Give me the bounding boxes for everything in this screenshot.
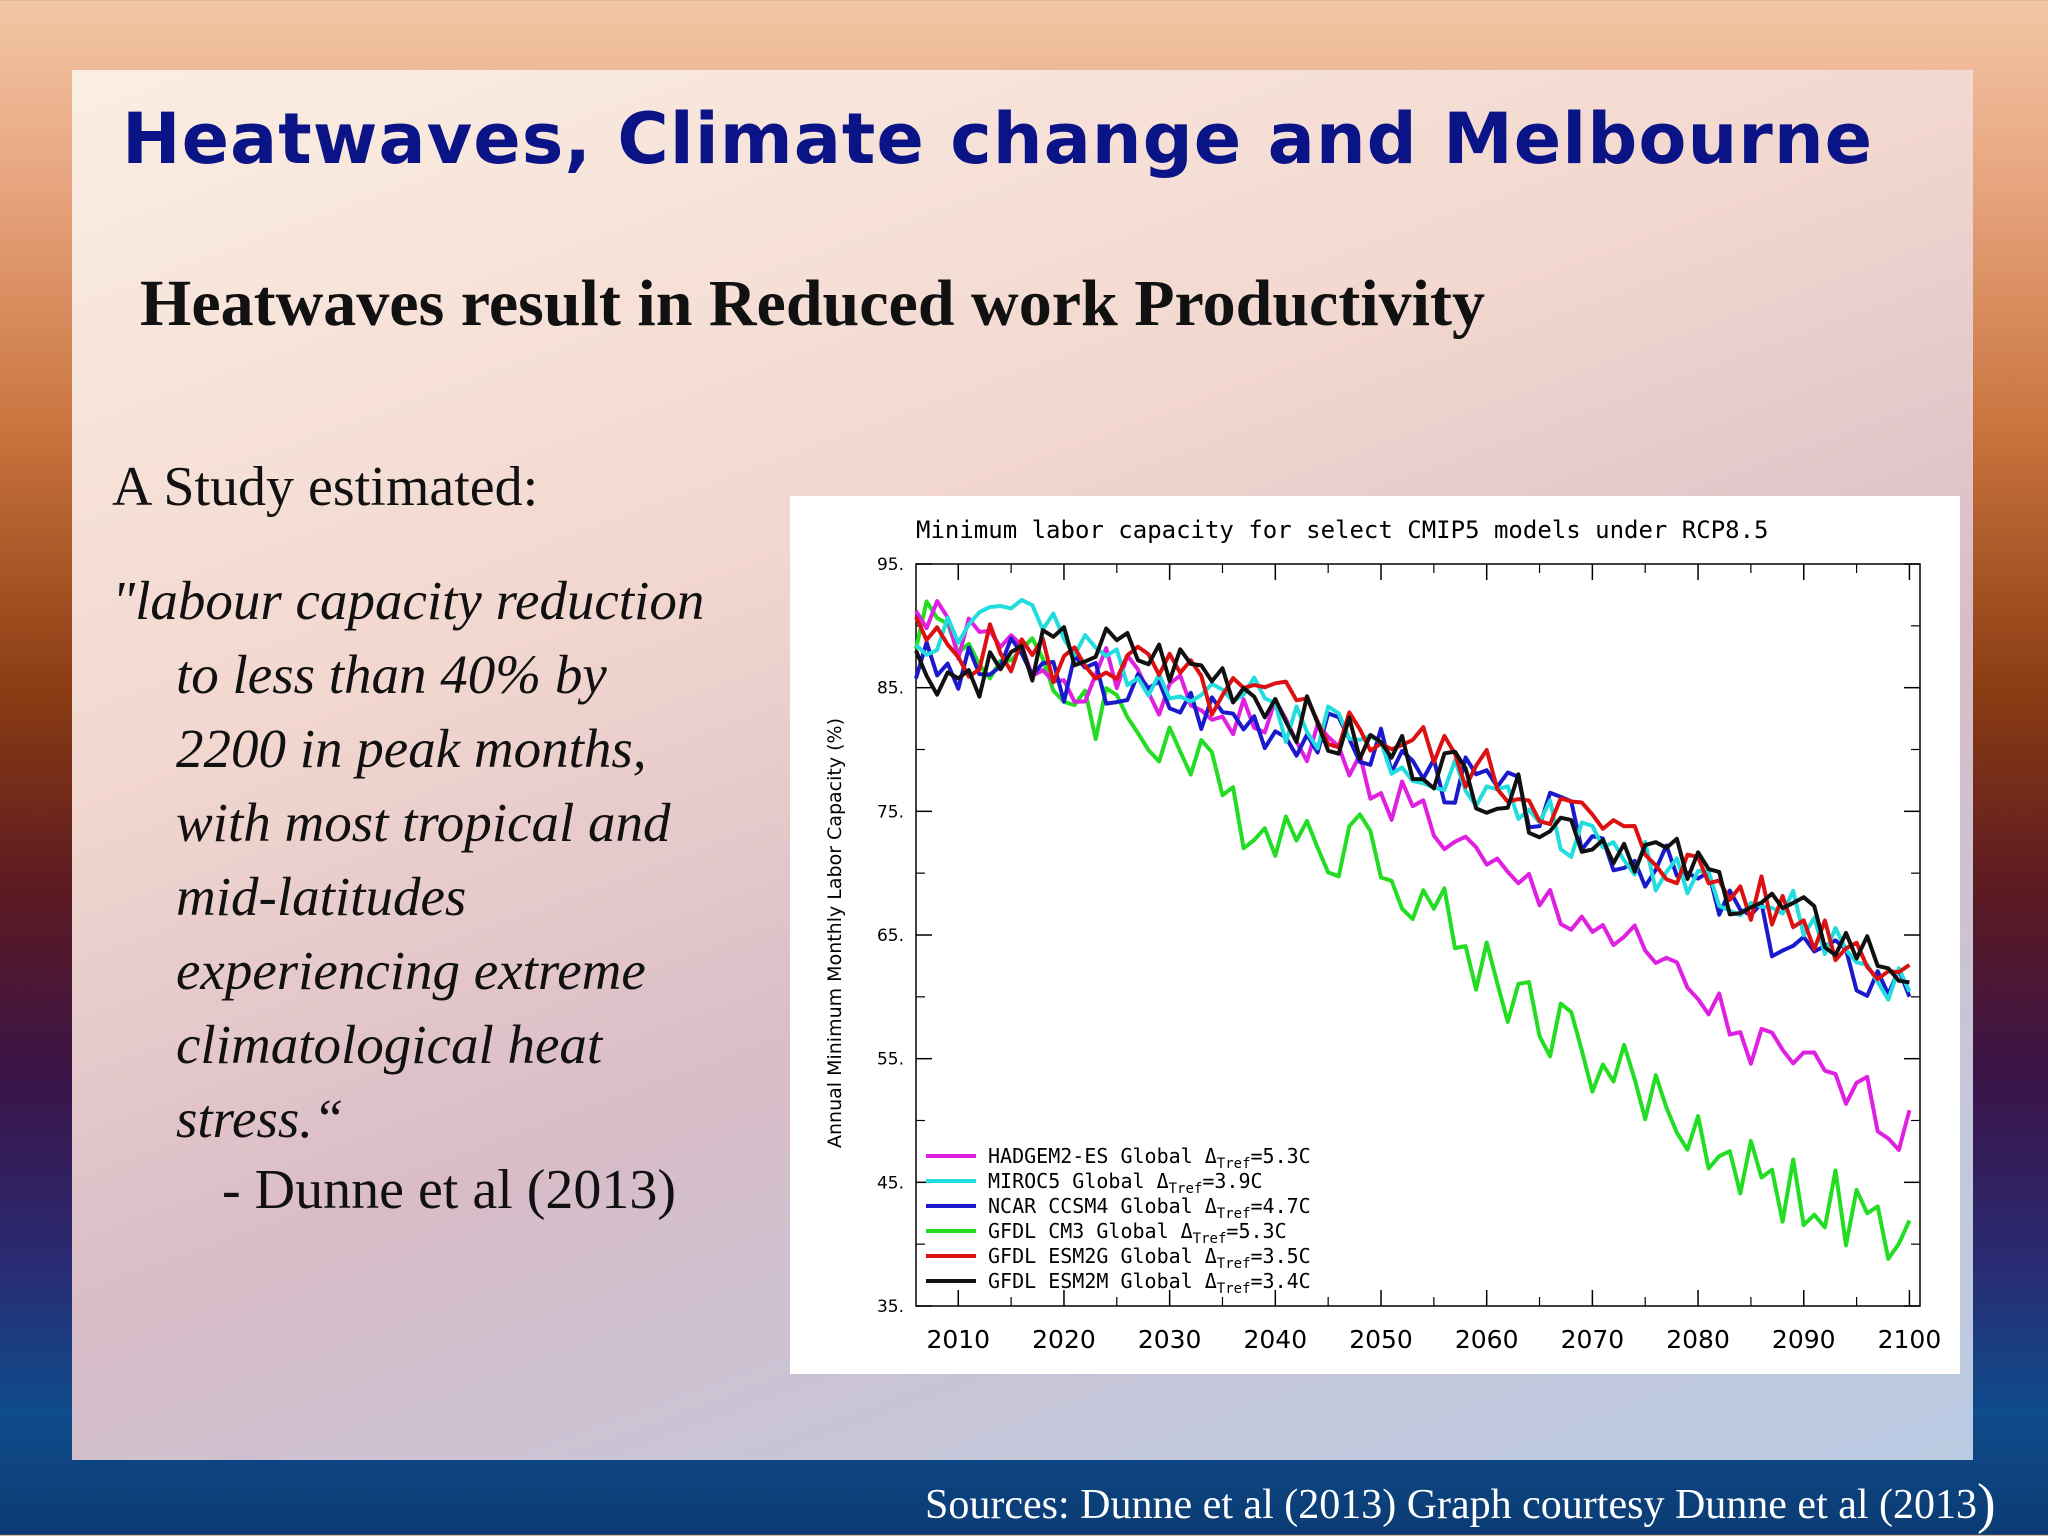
quote-line: to less than 40% by (176, 644, 607, 705)
x-tick-label: 2020 (1032, 1325, 1096, 1354)
series-line (914, 616, 1911, 982)
y-tick-label: 85. (877, 679, 904, 699)
x-tick-label: 2060 (1455, 1325, 1519, 1354)
legend-entry: NCAR CCSM4 Global ΔTref=4.7C (988, 1194, 1311, 1222)
study-intro: A Study estimated: (112, 456, 539, 518)
y-tick-label: 35. (877, 1297, 904, 1317)
x-tick-label: 2040 (1244, 1325, 1308, 1354)
legend-entry: GFDL ESM2G Global ΔTref=3.5C (988, 1244, 1311, 1272)
x-tick-label: 2010 (926, 1325, 990, 1354)
y-tick-label: 75. (877, 802, 904, 822)
x-tick-label: 2100 (1878, 1325, 1942, 1354)
y-tick-label: 95. (877, 555, 904, 575)
quote-line: 2200 in peak months, (176, 718, 647, 779)
quote-line: stress.“ (176, 1088, 344, 1149)
y-tick-label: 65. (877, 926, 904, 946)
slide-title: Heatwaves, Climate change and Melbourne (122, 98, 1874, 180)
x-tick-label: 2090 (1772, 1325, 1836, 1354)
chart-title: Minimum labor capacity for select CMIP5 … (916, 516, 1769, 544)
y-tick-label: 55. (877, 1050, 904, 1070)
quote-attribution: - Dunne et al (2013) (222, 1159, 677, 1221)
sources-close-paren: ) (1977, 1473, 1996, 1535)
series-line (914, 599, 1912, 1261)
x-tick-label: 2070 (1561, 1325, 1625, 1354)
slide-subtitle: Heatwaves result in Reduced work Product… (140, 267, 1485, 340)
series-line (914, 599, 1912, 1152)
sources-footer: Sources: Dunne et al (2013) Graph courte… (925, 1472, 1996, 1536)
sources-text: Sources: Dunne et al (2013) Graph courte… (925, 1482, 1978, 1528)
legend-entry: MIROC5 Global ΔTref=3.9C (988, 1169, 1263, 1197)
labor-capacity-chart: Minimum labor capacity for select CMIP5 … (824, 516, 1942, 1354)
y-axis-label: Annual Minimum Monthly Labor Capacity (%… (824, 718, 846, 1148)
series-line (914, 597, 1912, 1002)
x-tick-label: 2050 (1349, 1325, 1413, 1354)
legend-entry: HADGEM2-ES Global ΔTref=5.3C (988, 1144, 1311, 1172)
series-line (914, 625, 1910, 985)
chart-container: Minimum labor capacity for select CMIP5 … (790, 496, 1960, 1374)
quote-line: climatological heat (176, 1014, 603, 1075)
legend-entry: GFDL ESM2M Global ΔTref=3.4C (988, 1269, 1311, 1297)
quote-line: mid-latitudes (176, 866, 467, 927)
quote-line: "labour capacity reduction (112, 570, 705, 631)
quote-line: experiencing extreme (176, 940, 646, 1001)
x-tick-label: 2080 (1666, 1325, 1730, 1354)
series-line (914, 636, 1912, 998)
quote-line: with most tropical and (176, 792, 671, 853)
legend-entry: GFDL CM3 Global ΔTref=5.3C (988, 1219, 1287, 1247)
x-tick-label: 2030 (1138, 1325, 1202, 1354)
study-quote: "labour capacity reduction to less than … (112, 564, 802, 1156)
y-tick-label: 45. (877, 1173, 904, 1193)
